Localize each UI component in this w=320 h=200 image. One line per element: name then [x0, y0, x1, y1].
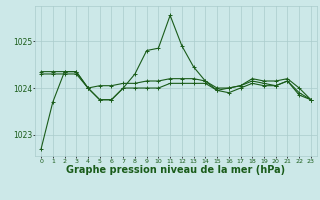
X-axis label: Graphe pression niveau de la mer (hPa): Graphe pression niveau de la mer (hPa) — [67, 165, 285, 175]
